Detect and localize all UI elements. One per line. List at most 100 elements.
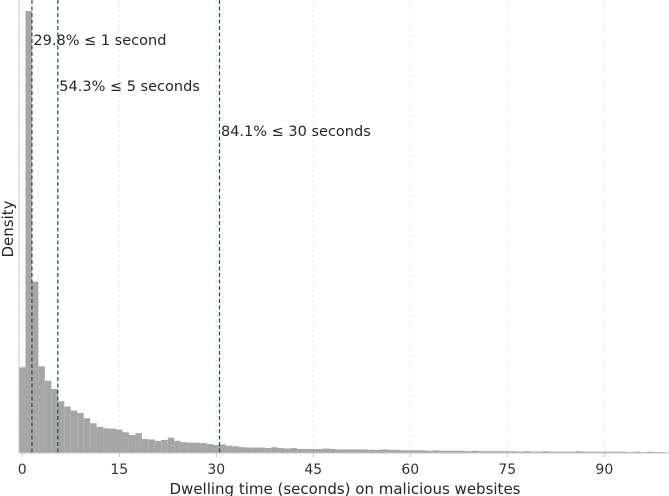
histogram-bar bbox=[200, 443, 207, 453]
histogram-bar bbox=[96, 426, 104, 453]
histogram-bar bbox=[361, 449, 369, 453]
histogram-bar bbox=[523, 451, 530, 453]
histogram-bar bbox=[478, 451, 485, 453]
histogram-bar bbox=[316, 448, 323, 453]
histogram-bar bbox=[219, 444, 226, 453]
x-tick-label: 90 bbox=[595, 462, 613, 478]
histogram-bar bbox=[174, 440, 181, 453]
histogram-bar bbox=[64, 406, 71, 453]
histogram-bar bbox=[19, 367, 26, 453]
histogram-bar bbox=[368, 449, 375, 453]
histogram-bar bbox=[562, 451, 569, 453]
histogram-bar bbox=[601, 451, 608, 453]
histogram-bar bbox=[555, 451, 563, 453]
x-tick-label: 30 bbox=[207, 462, 225, 478]
histogram-bar bbox=[90, 423, 97, 453]
threshold-annotation: 54.3% ≤ 5 seconds bbox=[59, 79, 200, 95]
histogram-bar bbox=[77, 412, 84, 453]
histogram-bar bbox=[452, 450, 459, 453]
x-tick-label: 15 bbox=[110, 462, 128, 478]
histogram-bar bbox=[542, 451, 550, 453]
histogram-bar bbox=[465, 451, 472, 453]
histogram-bar bbox=[342, 449, 349, 453]
histogram-bar bbox=[329, 448, 336, 453]
histogram-bar bbox=[310, 448, 317, 453]
bar-layer bbox=[19, 11, 666, 454]
histogram-bar bbox=[264, 448, 272, 453]
histogram-bar bbox=[238, 447, 246, 453]
histogram-bar bbox=[148, 439, 155, 453]
y-axis-label: Density bbox=[0, 200, 17, 257]
histogram-bar bbox=[31, 281, 39, 453]
histogram-bar bbox=[491, 451, 498, 453]
histogram-bar bbox=[109, 428, 117, 453]
histogram-bar bbox=[646, 451, 653, 453]
histogram-bar bbox=[116, 429, 123, 453]
x-tick-label: 60 bbox=[401, 462, 419, 478]
histogram-bar bbox=[258, 447, 265, 453]
tick-layer: 0 15 30 45 60 75 90 bbox=[18, 453, 613, 478]
histogram-bar bbox=[588, 451, 595, 453]
threshold-layer: 29.8% ≤ 1 second 54.3% ≤ 5 seconds 84.1% ≤… bbox=[31, 0, 371, 453]
histogram-bar bbox=[180, 442, 188, 453]
histogram-bar bbox=[471, 450, 479, 453]
histogram-bar bbox=[290, 448, 298, 453]
histogram-bar bbox=[348, 449, 356, 453]
histogram-bar bbox=[484, 451, 492, 453]
histogram-bar bbox=[225, 445, 233, 453]
histogram-bar bbox=[122, 432, 129, 453]
histogram-bar bbox=[394, 449, 401, 453]
histogram-bar bbox=[426, 450, 433, 453]
histogram-bar bbox=[607, 451, 615, 453]
histogram-bar bbox=[445, 450, 453, 453]
histogram-bar bbox=[575, 451, 582, 453]
histogram-bar bbox=[70, 410, 78, 453]
histogram-bar bbox=[271, 447, 278, 453]
histogram-bar bbox=[419, 450, 427, 453]
histogram-bar bbox=[44, 380, 52, 453]
histogram-bar bbox=[51, 388, 58, 453]
histogram-bar bbox=[251, 447, 259, 453]
axis-layer bbox=[18, 0, 669, 454]
histogram-bar bbox=[504, 451, 511, 453]
histogram-bar bbox=[25, 11, 32, 454]
histogram-bar bbox=[614, 451, 621, 453]
histogram-bar bbox=[413, 450, 420, 453]
histogram-bar bbox=[510, 451, 518, 453]
histogram-bar bbox=[387, 449, 395, 453]
histogram-bar bbox=[213, 444, 220, 453]
histogram-bar bbox=[103, 428, 110, 453]
threshold-annotation: 84.1% ≤ 30 seconds bbox=[221, 124, 371, 140]
histogram-bar bbox=[355, 449, 362, 453]
histogram-bar bbox=[407, 450, 414, 453]
histogram-bar bbox=[128, 434, 136, 453]
histogram-bar bbox=[633, 451, 640, 453]
histogram-bar bbox=[594, 451, 602, 453]
histogram-bar bbox=[135, 433, 142, 453]
histogram-bar bbox=[374, 449, 382, 453]
histogram-bar bbox=[568, 451, 576, 453]
histogram-bar bbox=[400, 450, 408, 453]
histogram-bar bbox=[245, 447, 252, 453]
histogram-bar bbox=[432, 450, 440, 453]
threshold-annotation: 29.8% ≤ 1 second bbox=[33, 33, 166, 49]
histogram-bar bbox=[193, 442, 201, 453]
histogram-bar bbox=[297, 448, 304, 453]
histogram-bar bbox=[322, 448, 330, 453]
histogram-bar bbox=[161, 439, 168, 453]
histogram-bar bbox=[549, 451, 556, 453]
histogram-bar bbox=[529, 451, 537, 453]
histogram-bar bbox=[620, 451, 627, 453]
histogram-bar bbox=[38, 366, 45, 453]
histogram-bar bbox=[167, 437, 175, 453]
x-axis-label: Dwelling time (seconds) on malicious web… bbox=[170, 480, 521, 496]
histogram-bar bbox=[381, 449, 388, 453]
histogram-bar bbox=[284, 448, 291, 453]
histogram-bar bbox=[154, 440, 162, 453]
x-tick-label: 0 bbox=[18, 462, 27, 478]
histogram-bar bbox=[458, 450, 466, 453]
histogram-bar bbox=[57, 401, 65, 453]
histogram-bar bbox=[335, 449, 343, 453]
histogram-bar bbox=[517, 451, 524, 453]
